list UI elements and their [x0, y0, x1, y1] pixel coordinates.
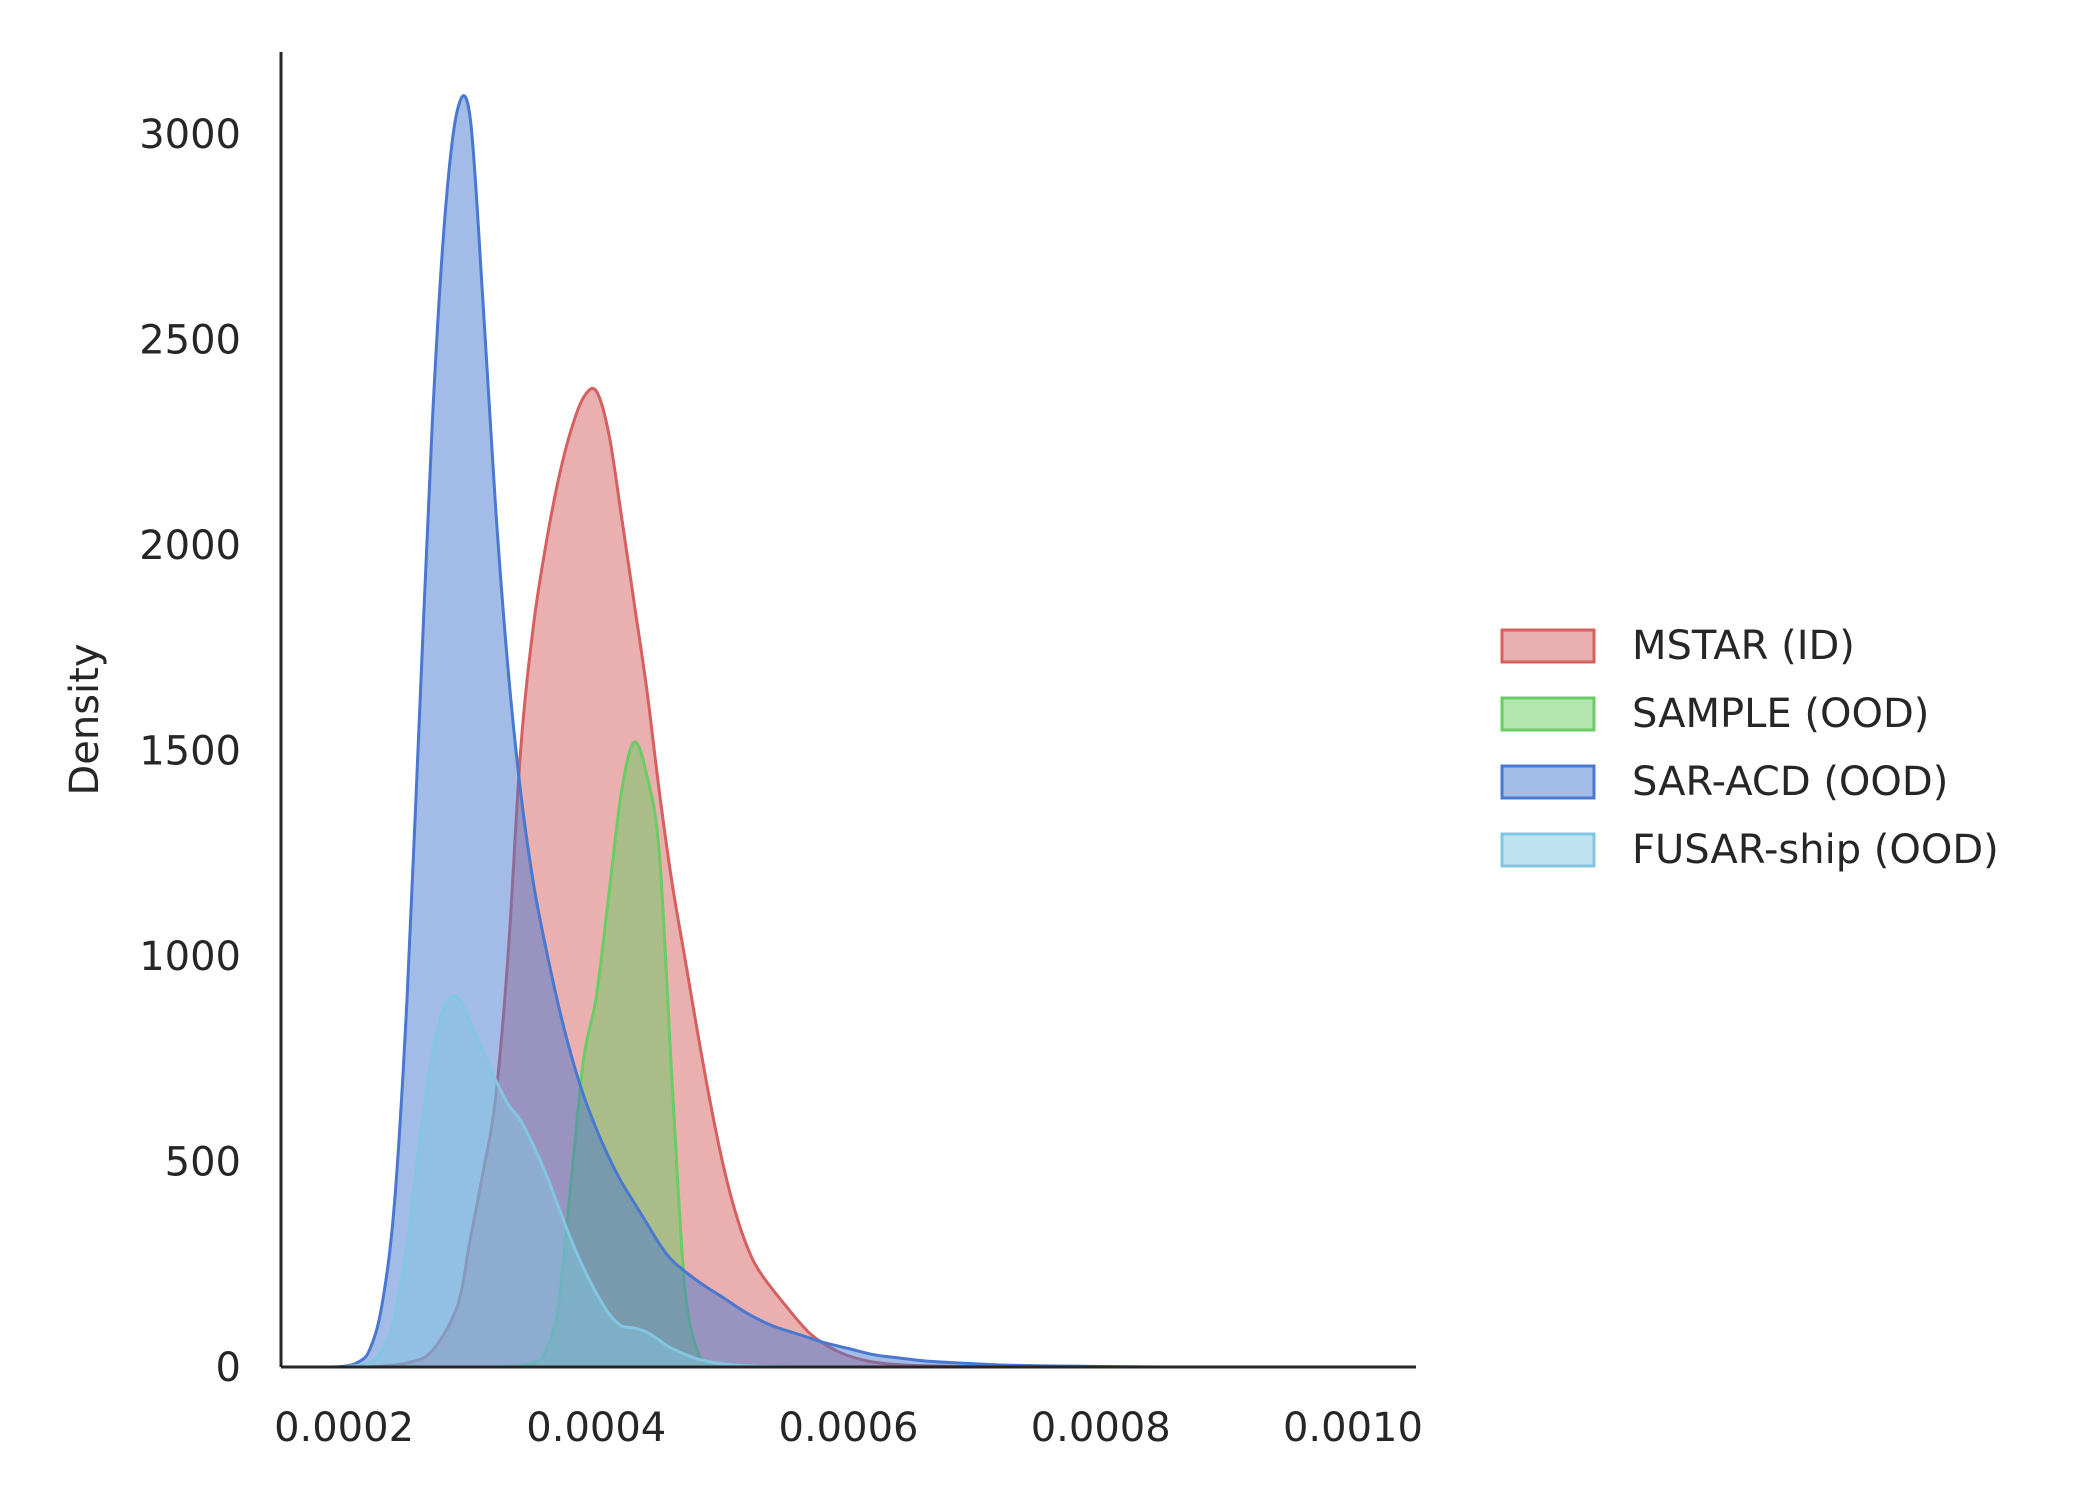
y-tick-label: 1500 [139, 729, 241, 775]
area-line-2 [331, 94, 1353, 1369]
area-fill-1 [508, 742, 723, 1367]
legend-swatch [1500, 832, 1596, 868]
legend: MSTAR (ID) SAMPLE (OOD) SAR-ACD (OOD) FUSAR… [1500, 623, 1999, 873]
x-tick-label: 0.0002 [274, 1405, 414, 1451]
legend-label: SAMPLE (OOD) [1632, 691, 1929, 737]
y-tick-label: 2000 [139, 523, 241, 569]
y-tick-label: 3000 [139, 112, 241, 158]
legend-label: FUSAR-ship (OOD) [1632, 827, 1999, 873]
legend-label: MSTAR (ID) [1632, 623, 1855, 669]
y-tick-label: 2500 [139, 318, 241, 364]
tick-labels: 0.0002 0.0004 0.0006 0.0008 0.0010 0 500 1000 15… [139, 112, 1423, 1451]
legend-label: SAR-ACD (OOD) [1632, 759, 1948, 805]
legend-swatch [1500, 764, 1596, 800]
y-axis-label: Density [62, 643, 108, 795]
legend-swatch [1500, 628, 1596, 664]
y-tick-label: 500 [165, 1140, 241, 1186]
density-areas [331, 94, 1353, 1369]
area-line-3 [343, 994, 849, 1369]
y-tick-label: 1000 [139, 934, 241, 980]
x-tick-label: 0.0004 [526, 1405, 666, 1451]
area-fill-3 [344, 995, 849, 1368]
x-tick-label: 0.0008 [1031, 1405, 1171, 1451]
x-tick-label: 0.0006 [779, 1405, 919, 1451]
axes [279, 52, 1416, 1369]
x-tick-label: 0.0010 [1283, 1405, 1423, 1451]
legend-swatch [1500, 696, 1596, 732]
y-tick-label: 0 [216, 1345, 241, 1391]
